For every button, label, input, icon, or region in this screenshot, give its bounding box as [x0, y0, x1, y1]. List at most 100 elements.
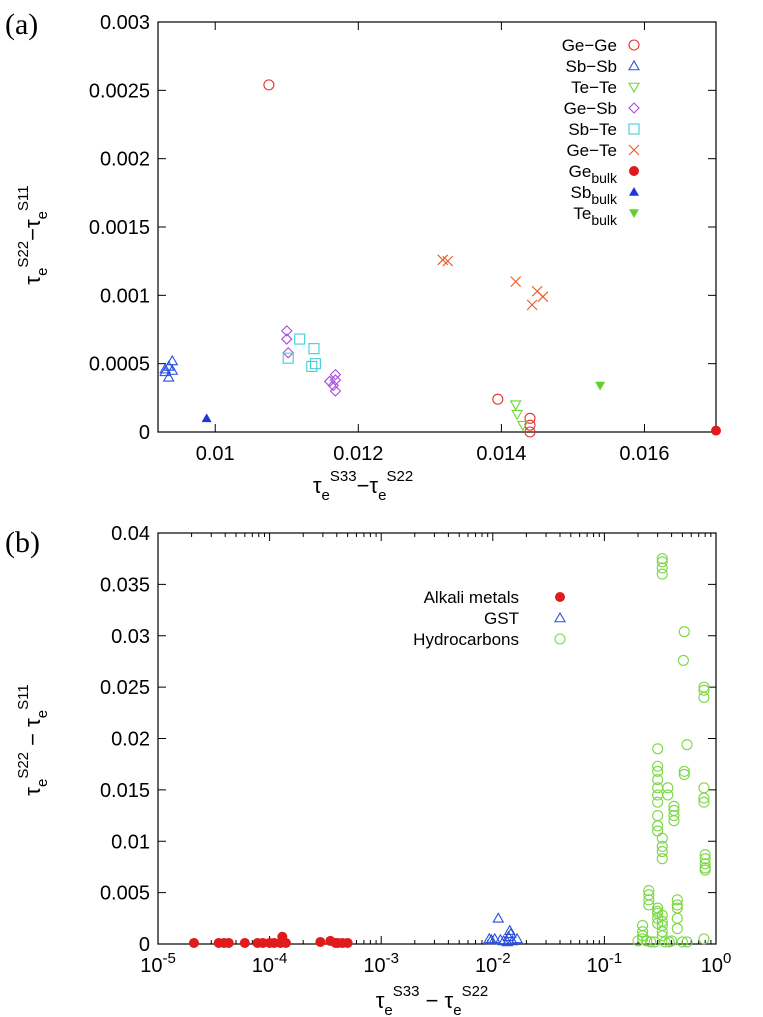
y-tick-label: 0.02: [111, 729, 150, 751]
data-point: [159, 363, 172, 374]
data-point: [656, 832, 668, 844]
data-point: [656, 926, 668, 938]
x-tick-label: 10-4: [252, 950, 288, 977]
y-tick-label: 0.0025: [89, 80, 150, 102]
data-point: [656, 568, 668, 580]
series-ge-sb: [280, 325, 342, 397]
panel-a-label: (a): [5, 8, 38, 41]
data-point: [294, 333, 306, 345]
data-point: [699, 858, 711, 870]
data-point: [494, 933, 507, 945]
y-tick-label: 0.003: [100, 12, 150, 34]
data-point: [711, 425, 721, 436]
legend-label: Sbbulk: [571, 183, 618, 207]
legend-marker: [629, 209, 639, 218]
y-tick-label: 0.0015: [89, 217, 150, 239]
data-point: [637, 926, 649, 938]
y-tick-label: 0.025: [100, 677, 150, 699]
data-point: [652, 774, 664, 786]
data-point: [509, 400, 522, 411]
series-te-bulk: [595, 381, 606, 391]
data-point: [632, 935, 644, 947]
panel-a: (a) 0 0.0005 0.001 0.0015 0.002 0.0025 0.003 0.…: [5, 8, 721, 504]
data-point: [342, 937, 353, 948]
data-point: [699, 864, 711, 876]
data-point: [699, 853, 711, 865]
legend-marker: [628, 123, 640, 135]
data-point: [656, 840, 668, 852]
data-point: [329, 368, 342, 381]
data-point: [698, 782, 710, 794]
data-point: [662, 789, 674, 801]
series-ge-te: [437, 254, 549, 311]
data-point: [698, 933, 710, 945]
data-point: [504, 927, 517, 939]
x-tick-label: 0.01: [196, 443, 235, 465]
data-point: [671, 923, 683, 935]
data-point: [668, 800, 680, 812]
data-point: [671, 899, 683, 911]
legend-label: Te−Te: [571, 78, 617, 97]
data-point: [698, 796, 710, 808]
y-tick-label: 0.01: [111, 831, 150, 853]
data-point: [645, 936, 657, 948]
data-point: [282, 346, 294, 359]
data-point: [159, 365, 172, 377]
y-tick-label: 0.04: [111, 523, 150, 545]
data-point: [671, 912, 683, 924]
data-point: [698, 792, 710, 804]
x-tick-label: 10-1: [587, 950, 623, 977]
data-point: [676, 936, 688, 948]
data-point: [652, 810, 664, 822]
data-point: [306, 360, 318, 372]
series-gst: [483, 912, 524, 947]
series-ge-bulk: [711, 425, 721, 436]
legend-label: Hydrocarbons: [413, 630, 519, 649]
x-tick-label: 10-2: [475, 950, 511, 977]
panel-a-x-axis-title: τeS33−τeS22: [313, 468, 413, 504]
data-point: [524, 419, 536, 431]
data-point: [511, 932, 524, 944]
legend-label: GST: [484, 609, 519, 628]
data-point: [678, 765, 690, 777]
data-point: [652, 760, 664, 772]
data-point: [656, 562, 668, 574]
data-point: [662, 782, 674, 794]
legend-marker: [628, 39, 640, 51]
data-point: [516, 420, 529, 432]
data-point: [648, 936, 660, 948]
legend-marker: [629, 187, 639, 196]
panel-b-legend: Alkali metals GST Hydrocarbons: [413, 588, 566, 649]
legend-marker: [555, 592, 565, 602]
data-point: [280, 333, 293, 345]
legend-label: Gebulk: [569, 162, 618, 186]
data-point: [537, 291, 549, 303]
x-tick-label: 10-5: [140, 950, 176, 977]
data-point: [677, 654, 689, 666]
data-point: [637, 919, 649, 932]
legend-label: Sb−Te: [568, 120, 617, 139]
legend-marker: [628, 102, 640, 114]
legend-label: Ge−Ge: [562, 36, 617, 55]
data-point: [442, 255, 454, 267]
y-tick-label: 0.015: [100, 780, 150, 802]
data-point: [223, 937, 234, 948]
panel-b-label: (b): [5, 526, 40, 559]
data-point: [681, 936, 693, 948]
data-point: [315, 936, 326, 947]
data-point: [595, 381, 606, 391]
panel-a-y-axis-title: τeS22−τeS11: [15, 185, 51, 284]
legend-label: Tebulk: [573, 204, 618, 228]
y-tick-label: 0: [139, 934, 150, 956]
data-point: [641, 935, 653, 947]
data-point: [678, 626, 690, 638]
legend-marker: [554, 611, 566, 623]
series-hydrocarbons: [632, 553, 711, 948]
data-point: [652, 796, 664, 808]
y-tick-label: 0.001: [100, 285, 150, 307]
series-te-te: [509, 400, 529, 432]
data-point: [263, 79, 275, 91]
data-point: [492, 912, 505, 923]
data-point: [671, 894, 683, 906]
data-point: [162, 371, 175, 382]
